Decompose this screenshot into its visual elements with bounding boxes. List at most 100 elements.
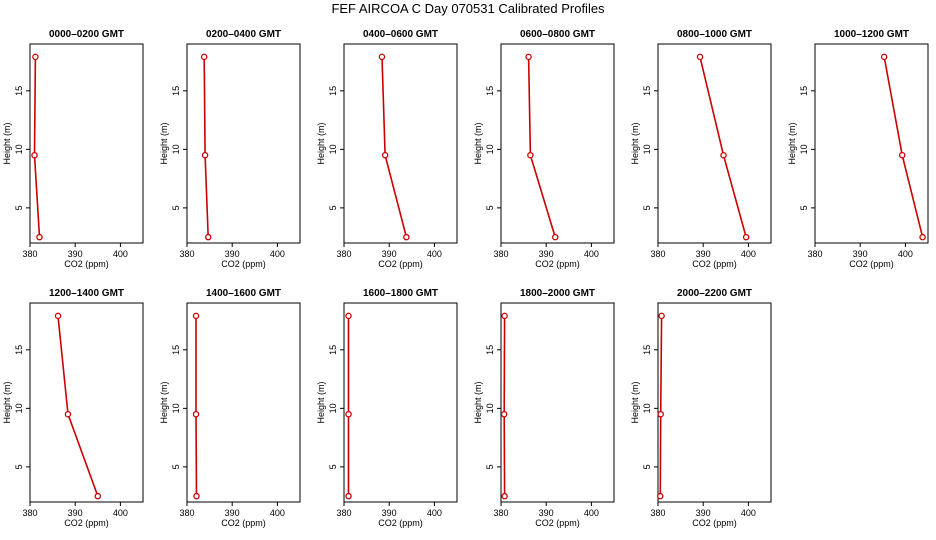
y-tick-label: 10: [14, 144, 24, 154]
plot-frame: [29, 43, 144, 244]
panel-title: 1200–1400 GMT: [49, 288, 124, 299]
x-tick-label: 390: [539, 249, 554, 259]
x-axis-label: CO2 (ppm): [64, 518, 109, 528]
data-point: [94, 492, 102, 500]
data-point: [193, 492, 200, 500]
x-tick-label: 380: [22, 508, 37, 518]
y-axis-label: Height (m): [316, 381, 326, 423]
chart-panel-3: 0400–0600 GMT 380 390 400 5 10 15 CO2 (ppm) Heig…: [316, 29, 458, 269]
x-axis-label: CO2 (ppm): [535, 259, 580, 269]
y-tick-label: 10: [328, 403, 338, 413]
y-tick-label: 5: [485, 464, 495, 469]
y-tick-label: 10: [642, 144, 652, 154]
data-point: [696, 53, 704, 61]
data-point: [54, 312, 62, 320]
profile-line: [699, 56, 747, 238]
plot-frame: [343, 43, 458, 244]
panel-title: 2000–2200 GMT: [677, 288, 752, 299]
panel-title: 0000–0200 GMT: [49, 29, 124, 40]
data-point: [204, 233, 212, 241]
plot-frame: [814, 43, 929, 244]
x-tick-label: 380: [336, 508, 351, 518]
x-tick-label: 400: [270, 508, 285, 518]
data-point: [200, 53, 208, 61]
plot-frame: [657, 43, 772, 244]
data-point: [551, 233, 559, 241]
y-axis-label: Height (m): [2, 122, 12, 164]
data-point: [403, 233, 410, 241]
plot-frame: [500, 302, 615, 503]
x-tick-label: 380: [336, 249, 351, 259]
data-point: [525, 53, 532, 61]
data-point: [657, 492, 664, 500]
y-tick-label: 5: [642, 205, 652, 210]
y-axis-label: Height (m): [473, 122, 483, 164]
y-tick-label: 15: [171, 345, 181, 355]
x-tick-label: 400: [584, 249, 599, 259]
y-axis-label: Height (m): [159, 122, 169, 164]
y-tick-label: 5: [328, 464, 338, 469]
x-tick-label: 400: [113, 249, 128, 259]
panel-title: 1800–2000 GMT: [520, 288, 595, 299]
y-axis-label: Height (m): [630, 381, 640, 423]
data-point: [657, 410, 664, 418]
data-point: [345, 312, 352, 320]
x-axis-label: CO2 (ppm): [221, 518, 266, 528]
y-tick-label: 10: [799, 144, 809, 154]
x-tick-label: 390: [382, 249, 397, 259]
y-tick-label: 15: [171, 86, 181, 96]
panel-title: 1400–1600 GMT: [206, 288, 281, 299]
x-axis-label: CO2 (ppm): [64, 259, 109, 269]
y-axis-label: Height (m): [316, 122, 326, 164]
plot-frame: [343, 302, 458, 503]
y-tick-label: 5: [14, 464, 24, 469]
y-tick-label: 15: [485, 86, 495, 96]
x-tick-label: 400: [584, 508, 599, 518]
y-tick-label: 10: [14, 403, 24, 413]
plot-frame: [500, 43, 615, 244]
panel-title: 0200–0400 GMT: [206, 29, 281, 40]
y-tick-label: 15: [642, 345, 652, 355]
data-point: [36, 233, 43, 241]
data-point: [32, 53, 39, 61]
chart-panel-7: 1200–1400 GMT 380 390 400 5 10 15 CO2 (ppm) Heig…: [2, 288, 144, 528]
y-tick-label: 5: [14, 205, 24, 210]
y-tick-label: 10: [485, 403, 495, 413]
y-tick-label: 10: [171, 144, 181, 154]
x-tick-label: 380: [493, 249, 508, 259]
y-tick-label: 5: [485, 205, 495, 210]
data-point: [378, 53, 386, 61]
panel-title: 0800–1000 GMT: [677, 29, 752, 40]
y-tick-label: 15: [328, 86, 338, 96]
y-tick-label: 10: [485, 144, 495, 154]
y-axis-label: Height (m): [787, 122, 797, 164]
x-tick-label: 380: [22, 249, 37, 259]
data-point: [192, 312, 200, 320]
x-tick-label: 390: [68, 508, 83, 518]
chart-panel-11: 2000–2200 GMT 380 390 400 5 10 15 CO2 (ppm) Heig…: [630, 288, 772, 528]
x-tick-label: 380: [493, 508, 508, 518]
profile-line: [203, 56, 209, 238]
x-axis-label: CO2 (ppm): [221, 259, 266, 269]
x-tick-label: 400: [898, 249, 913, 259]
data-point: [31, 151, 38, 159]
plot-frame: [186, 302, 301, 503]
x-tick-label: 390: [696, 508, 711, 518]
y-tick-label: 15: [642, 86, 652, 96]
chart-panel-2: 0200–0400 GMT 380 390 400 5 10 15 CO2 (ppm) Heig…: [159, 29, 301, 269]
x-axis-label: CO2 (ppm): [378, 518, 423, 528]
figure-title: FEF AIRCOA C Day 070531 Calibrated Profi…: [331, 1, 605, 16]
y-axis-label: Height (m): [473, 381, 483, 423]
profile-line: [381, 56, 408, 238]
x-tick-label: 400: [741, 249, 756, 259]
x-axis-label: CO2 (ppm): [378, 259, 423, 269]
chart-panel-8: 1400–1600 GMT 380 390 400 5 10 15 CO2 (ppm) Heig…: [159, 288, 301, 528]
y-tick-label: 15: [14, 86, 24, 96]
x-tick-label: 380: [650, 508, 665, 518]
x-tick-label: 400: [270, 249, 285, 259]
x-tick-label: 380: [650, 249, 665, 259]
x-tick-label: 390: [696, 249, 711, 259]
y-tick-label: 5: [171, 464, 181, 469]
x-tick-label: 380: [179, 508, 194, 518]
